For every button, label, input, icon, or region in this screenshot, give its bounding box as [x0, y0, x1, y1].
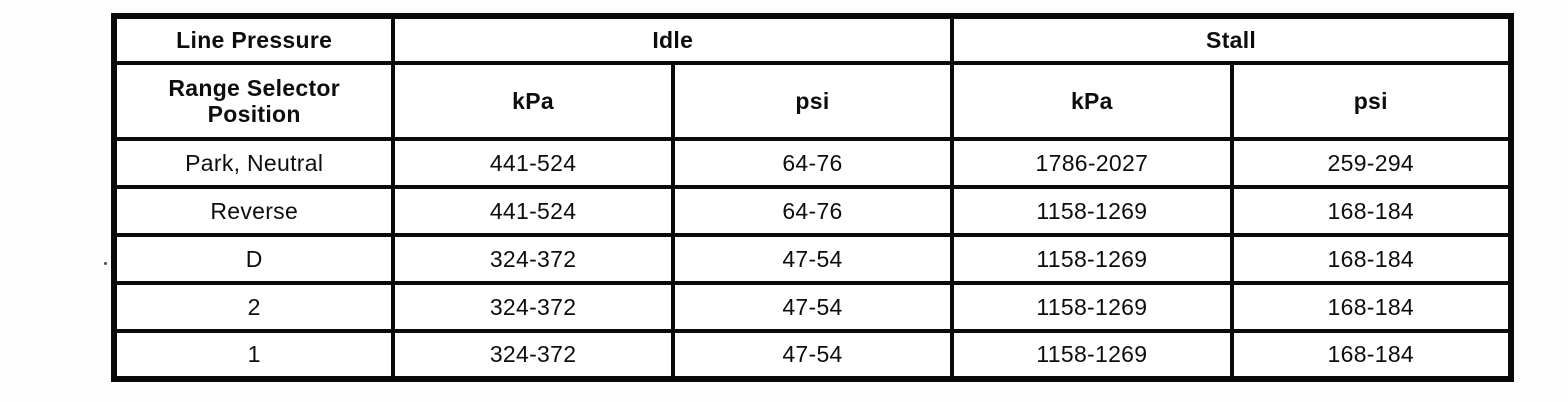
row-header-range-selector-position: Range Selector Position [111, 61, 396, 141]
table-row-1: 1 324-372 47-54 1158-1269 168-184 [111, 329, 1514, 381]
cell-stall-psi: 168-184 [1229, 185, 1514, 237]
cell-idle-psi: 64-76 [670, 137, 955, 189]
cell-idle-kpa: 324-372 [391, 281, 675, 333]
cell-selector: Reverse [111, 185, 396, 237]
cell-idle-psi: 47-54 [670, 281, 955, 333]
unit-header-row: Range Selector Position kPa psi kPa psi [111, 61, 1514, 141]
unit-header-stall-psi: psi [1229, 61, 1514, 141]
unit-header-idle-psi: psi [670, 61, 955, 141]
cell-selector: 1 [111, 329, 396, 381]
cell-selector: 2 [111, 281, 396, 333]
cell-idle-psi: 47-54 [670, 329, 955, 381]
cell-idle-kpa: 324-372 [391, 329, 675, 381]
line-pressure-table: Line Pressure Idle Stall Range Selector … [111, 13, 1514, 382]
cell-selector: D [111, 233, 396, 285]
cell-idle-psi: 47-54 [670, 233, 955, 285]
unit-header-idle-kpa: kPa [391, 61, 675, 141]
table-row-park-neutral: Park, Neutral 441-524 64-76 1786-2027 25… [111, 137, 1514, 189]
cell-idle-kpa: 324-372 [391, 233, 675, 285]
cell-stall-psi: 168-184 [1229, 281, 1514, 333]
table-row-d: D 324-372 47-54 1158-1269 168-184 [111, 233, 1514, 285]
corner-header-line-pressure: Line Pressure [111, 14, 396, 65]
cell-stall-psi: 168-184 [1229, 233, 1514, 285]
cell-stall-psi: 259-294 [1229, 137, 1514, 189]
cell-stall-psi: 168-184 [1229, 329, 1514, 381]
cell-idle-kpa: 441-524 [391, 185, 675, 237]
group-header-idle: Idle [391, 14, 955, 65]
unit-header-stall-kpa: kPa [950, 61, 1234, 141]
group-header-row: Line Pressure Idle Stall [111, 14, 1513, 65]
table-row-2: 2 324-372 47-54 1158-1269 168-184 [111, 281, 1514, 333]
cell-idle-kpa: 441-524 [391, 137, 675, 189]
cell-selector: Park, Neutral [111, 137, 396, 189]
group-header-stall: Stall [950, 14, 1513, 65]
cell-stall-kpa: 1158-1269 [950, 185, 1234, 237]
scan-artifact-speck [104, 262, 107, 265]
cell-idle-psi: 64-76 [670, 185, 955, 237]
cell-stall-kpa: 1158-1269 [950, 233, 1234, 285]
table-row-reverse: Reverse 441-524 64-76 1158-1269 168-184 [111, 185, 1514, 237]
cell-stall-kpa: 1158-1269 [950, 329, 1234, 381]
cell-stall-kpa: 1158-1269 [950, 281, 1234, 333]
cell-stall-kpa: 1786-2027 [950, 137, 1234, 189]
